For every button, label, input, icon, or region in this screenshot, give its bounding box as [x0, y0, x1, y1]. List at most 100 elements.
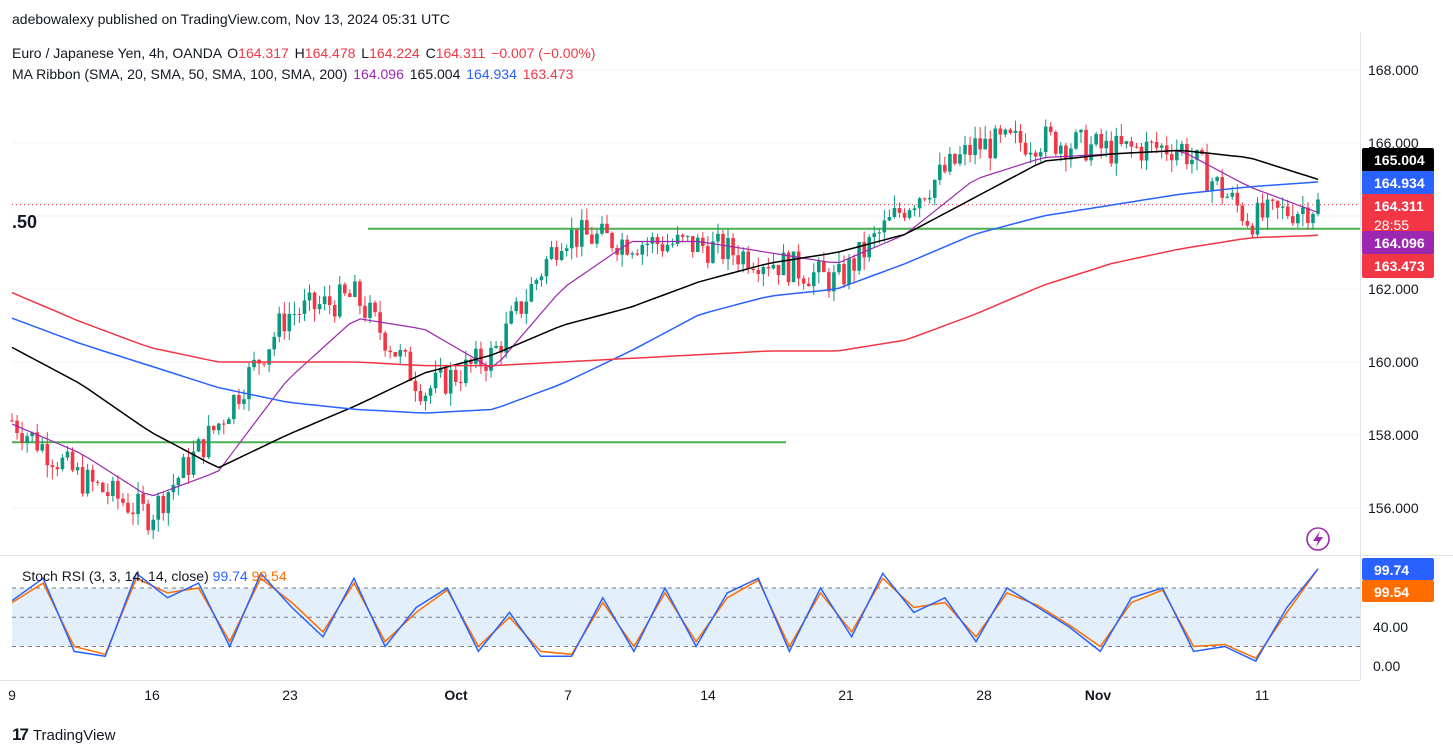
candle-body — [45, 444, 50, 466]
candle-body — [585, 220, 589, 235]
candle-body — [645, 243, 650, 246]
candle-body — [322, 296, 327, 305]
ohlc-o-label: O — [227, 45, 239, 61]
time-tick-label: 21 — [838, 687, 854, 703]
tradingview-footer[interactable]: 17 TradingView — [12, 725, 115, 745]
candle-body — [998, 128, 1003, 135]
candle-body — [630, 253, 635, 255]
candle-body — [25, 436, 29, 443]
candle-body — [453, 369, 458, 382]
candle-body — [1059, 145, 1063, 154]
candle-body — [252, 359, 256, 368]
candle-body — [368, 302, 372, 318]
price-tick-label: 162.000 — [1368, 281, 1419, 297]
candle-body — [690, 236, 695, 252]
candle-body — [927, 197, 932, 200]
candle-body — [685, 236, 690, 238]
candle-body — [973, 138, 977, 156]
candle-body — [1280, 206, 1285, 208]
candle-body — [1230, 192, 1235, 197]
candle-body — [1195, 149, 1199, 160]
candle-body — [1124, 141, 1129, 144]
candle-body — [726, 237, 730, 260]
candle-body — [751, 268, 756, 271]
candle-body — [827, 272, 831, 292]
candle-body — [161, 495, 166, 514]
candle-body — [136, 493, 140, 515]
candle-body — [1114, 135, 1119, 164]
candle-body — [15, 420, 19, 434]
candle-body — [423, 395, 428, 402]
candle-body — [20, 433, 24, 443]
candle-body — [544, 258, 549, 277]
candle-body — [1290, 216, 1295, 224]
candle-body — [332, 305, 337, 317]
candle-body — [1265, 199, 1270, 218]
candle-body — [716, 233, 720, 242]
candle-body — [1260, 202, 1265, 218]
badge-stoch-d — [1362, 580, 1434, 602]
candle-body — [695, 237, 700, 252]
candle-body — [665, 244, 670, 252]
candle-body — [221, 423, 226, 425]
candle-body — [1104, 140, 1109, 149]
badge-ma50-text: 165.004 — [1374, 152, 1425, 168]
candle-body — [968, 145, 972, 156]
candle-body — [554, 247, 559, 260]
badge-stoch-d-text: 99.54 — [1374, 584, 1409, 600]
candle-body — [595, 233, 599, 244]
candle-body — [1064, 145, 1068, 160]
candle-body — [408, 351, 413, 381]
candle-body — [1275, 200, 1280, 208]
candle-body — [706, 246, 710, 263]
candle-body — [383, 332, 387, 351]
ma-ribbon-label[interactable]: MA Ribbon (SMA, 20, SMA, 50, SMA, 100, S… — [12, 66, 348, 82]
candle-body — [1149, 141, 1154, 143]
ohlc-high: 164.478 — [304, 45, 356, 61]
candle-body — [494, 345, 498, 348]
candle-body — [413, 380, 418, 391]
candle-body — [1306, 207, 1310, 224]
candle-body — [443, 367, 448, 394]
candle-body — [1129, 141, 1134, 147]
badge-ma50 — [1362, 148, 1434, 172]
sma200-line — [11, 234, 1319, 367]
candle-body — [948, 153, 952, 172]
candle-body — [504, 323, 508, 353]
symbol-title[interactable]: Euro / Japanese Yen, 4h, OANDA — [12, 45, 222, 61]
stoch-rsi-label[interactable]: Stoch RSI (3, 3, 14, 14, close) — [22, 568, 209, 584]
candle-body — [1270, 199, 1275, 201]
candle-body — [433, 372, 438, 389]
candle-body — [237, 395, 241, 404]
candle-body — [1134, 146, 1139, 148]
candle-body — [1053, 131, 1058, 154]
ma50-value: 165.004 — [409, 66, 461, 82]
stoch-d-value: 99.54 — [251, 568, 287, 584]
candle-body — [186, 457, 191, 475]
time-tick-label: 9 — [8, 687, 16, 703]
candle-body — [272, 336, 277, 350]
candle-body — [111, 480, 115, 497]
ohlc-close: 164.311 — [435, 45, 486, 61]
candle-body — [564, 248, 569, 252]
lightning-icon — [1306, 527, 1330, 551]
candle-body — [262, 363, 266, 365]
candle-body — [806, 283, 811, 287]
candle-body — [458, 381, 463, 384]
candle-body — [464, 359, 468, 384]
candle-body — [469, 359, 473, 364]
candle-body — [1316, 199, 1320, 214]
candle-body — [781, 252, 786, 276]
candle-body — [958, 154, 962, 164]
candle-body — [882, 220, 887, 233]
candle-body — [10, 420, 14, 422]
candle-body — [75, 467, 80, 471]
ma100-value: 164.934 — [466, 66, 517, 82]
candle-body — [811, 272, 816, 287]
candle-body — [650, 237, 655, 244]
candle-body — [1074, 132, 1078, 149]
candle-body — [30, 432, 34, 437]
ohlc-open: 164.317 — [238, 45, 289, 61]
candle-body — [816, 261, 821, 273]
